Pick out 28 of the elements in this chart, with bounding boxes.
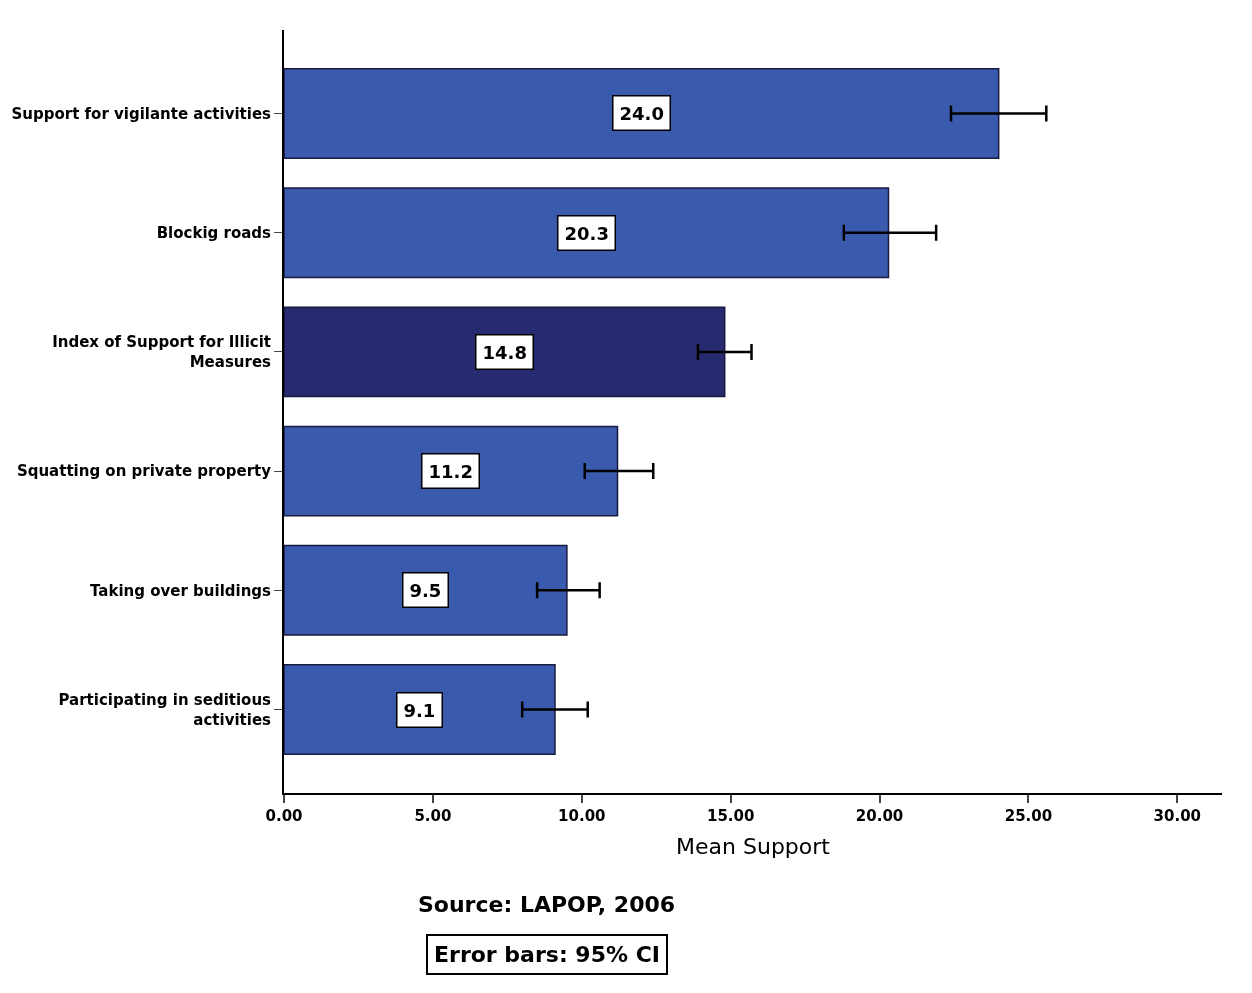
bar [284,306,726,398]
text: Error bars: 95% CI [434,942,660,967]
data-label: 24.0 [619,102,664,124]
y-tick-label: Blockig roads [156,223,272,242]
x-tick-label: 5.00 [414,807,452,825]
bar [284,544,568,636]
y-tick-label: Support for vigilante activities [11,104,272,123]
x-tick-label: 10.00 [558,807,606,825]
bar [284,187,890,279]
data-label: 9.5 [409,579,442,601]
x-tick-label: 20.00 [855,807,904,825]
bar [284,68,1000,159]
data-label: 9.1 [403,699,436,721]
bar [284,664,556,755]
bar [284,425,619,517]
x-tick-label: 0.00 [265,807,303,825]
data-label: 11.2 [428,460,473,482]
x-tick-label: 15.00 [706,807,755,825]
source-note: Source: LAPOP, 2006 [418,892,676,917]
data-label: 20.3 [564,222,609,244]
y-tick-label: Taking over buildings [90,581,272,600]
y-tick-label: Squatting on private property [16,462,272,481]
y-tick-label: Participating in seditious activities [58,691,272,729]
y-tick-label: Index of Support for Illicit Measures [52,333,272,371]
x-tick-label: 25.00 [1004,807,1053,825]
x-tick-label: 30.00 [1153,807,1202,825]
x-axis-title: Mean Support [676,834,831,860]
data-label: 14.8 [482,341,527,363]
